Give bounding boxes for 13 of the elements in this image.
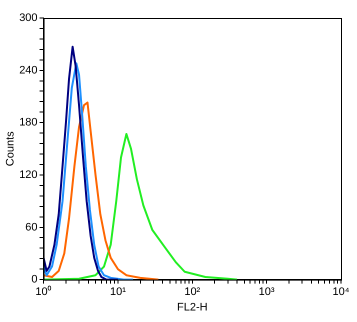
x-tick-label: 10³ bbox=[258, 286, 275, 298]
x-tick-label: 10² bbox=[184, 286, 201, 298]
y-tick-label: 0 bbox=[31, 274, 38, 286]
y-tick-label: 60 bbox=[25, 221, 38, 234]
y-tick-label: 240 bbox=[19, 64, 38, 76]
x-axis-title: FL2-H bbox=[176, 301, 208, 314]
x-tick-label: 10⁰ bbox=[35, 285, 52, 298]
y-tick-label: 180 bbox=[19, 116, 38, 129]
x-tick-label: 10¹ bbox=[110, 286, 126, 298]
x-tick-label: 10⁴ bbox=[332, 286, 350, 298]
y-axis-title: Counts bbox=[4, 130, 17, 166]
y-tick-label: 300 bbox=[19, 12, 38, 24]
y-tick-label: 120 bbox=[19, 168, 38, 181]
